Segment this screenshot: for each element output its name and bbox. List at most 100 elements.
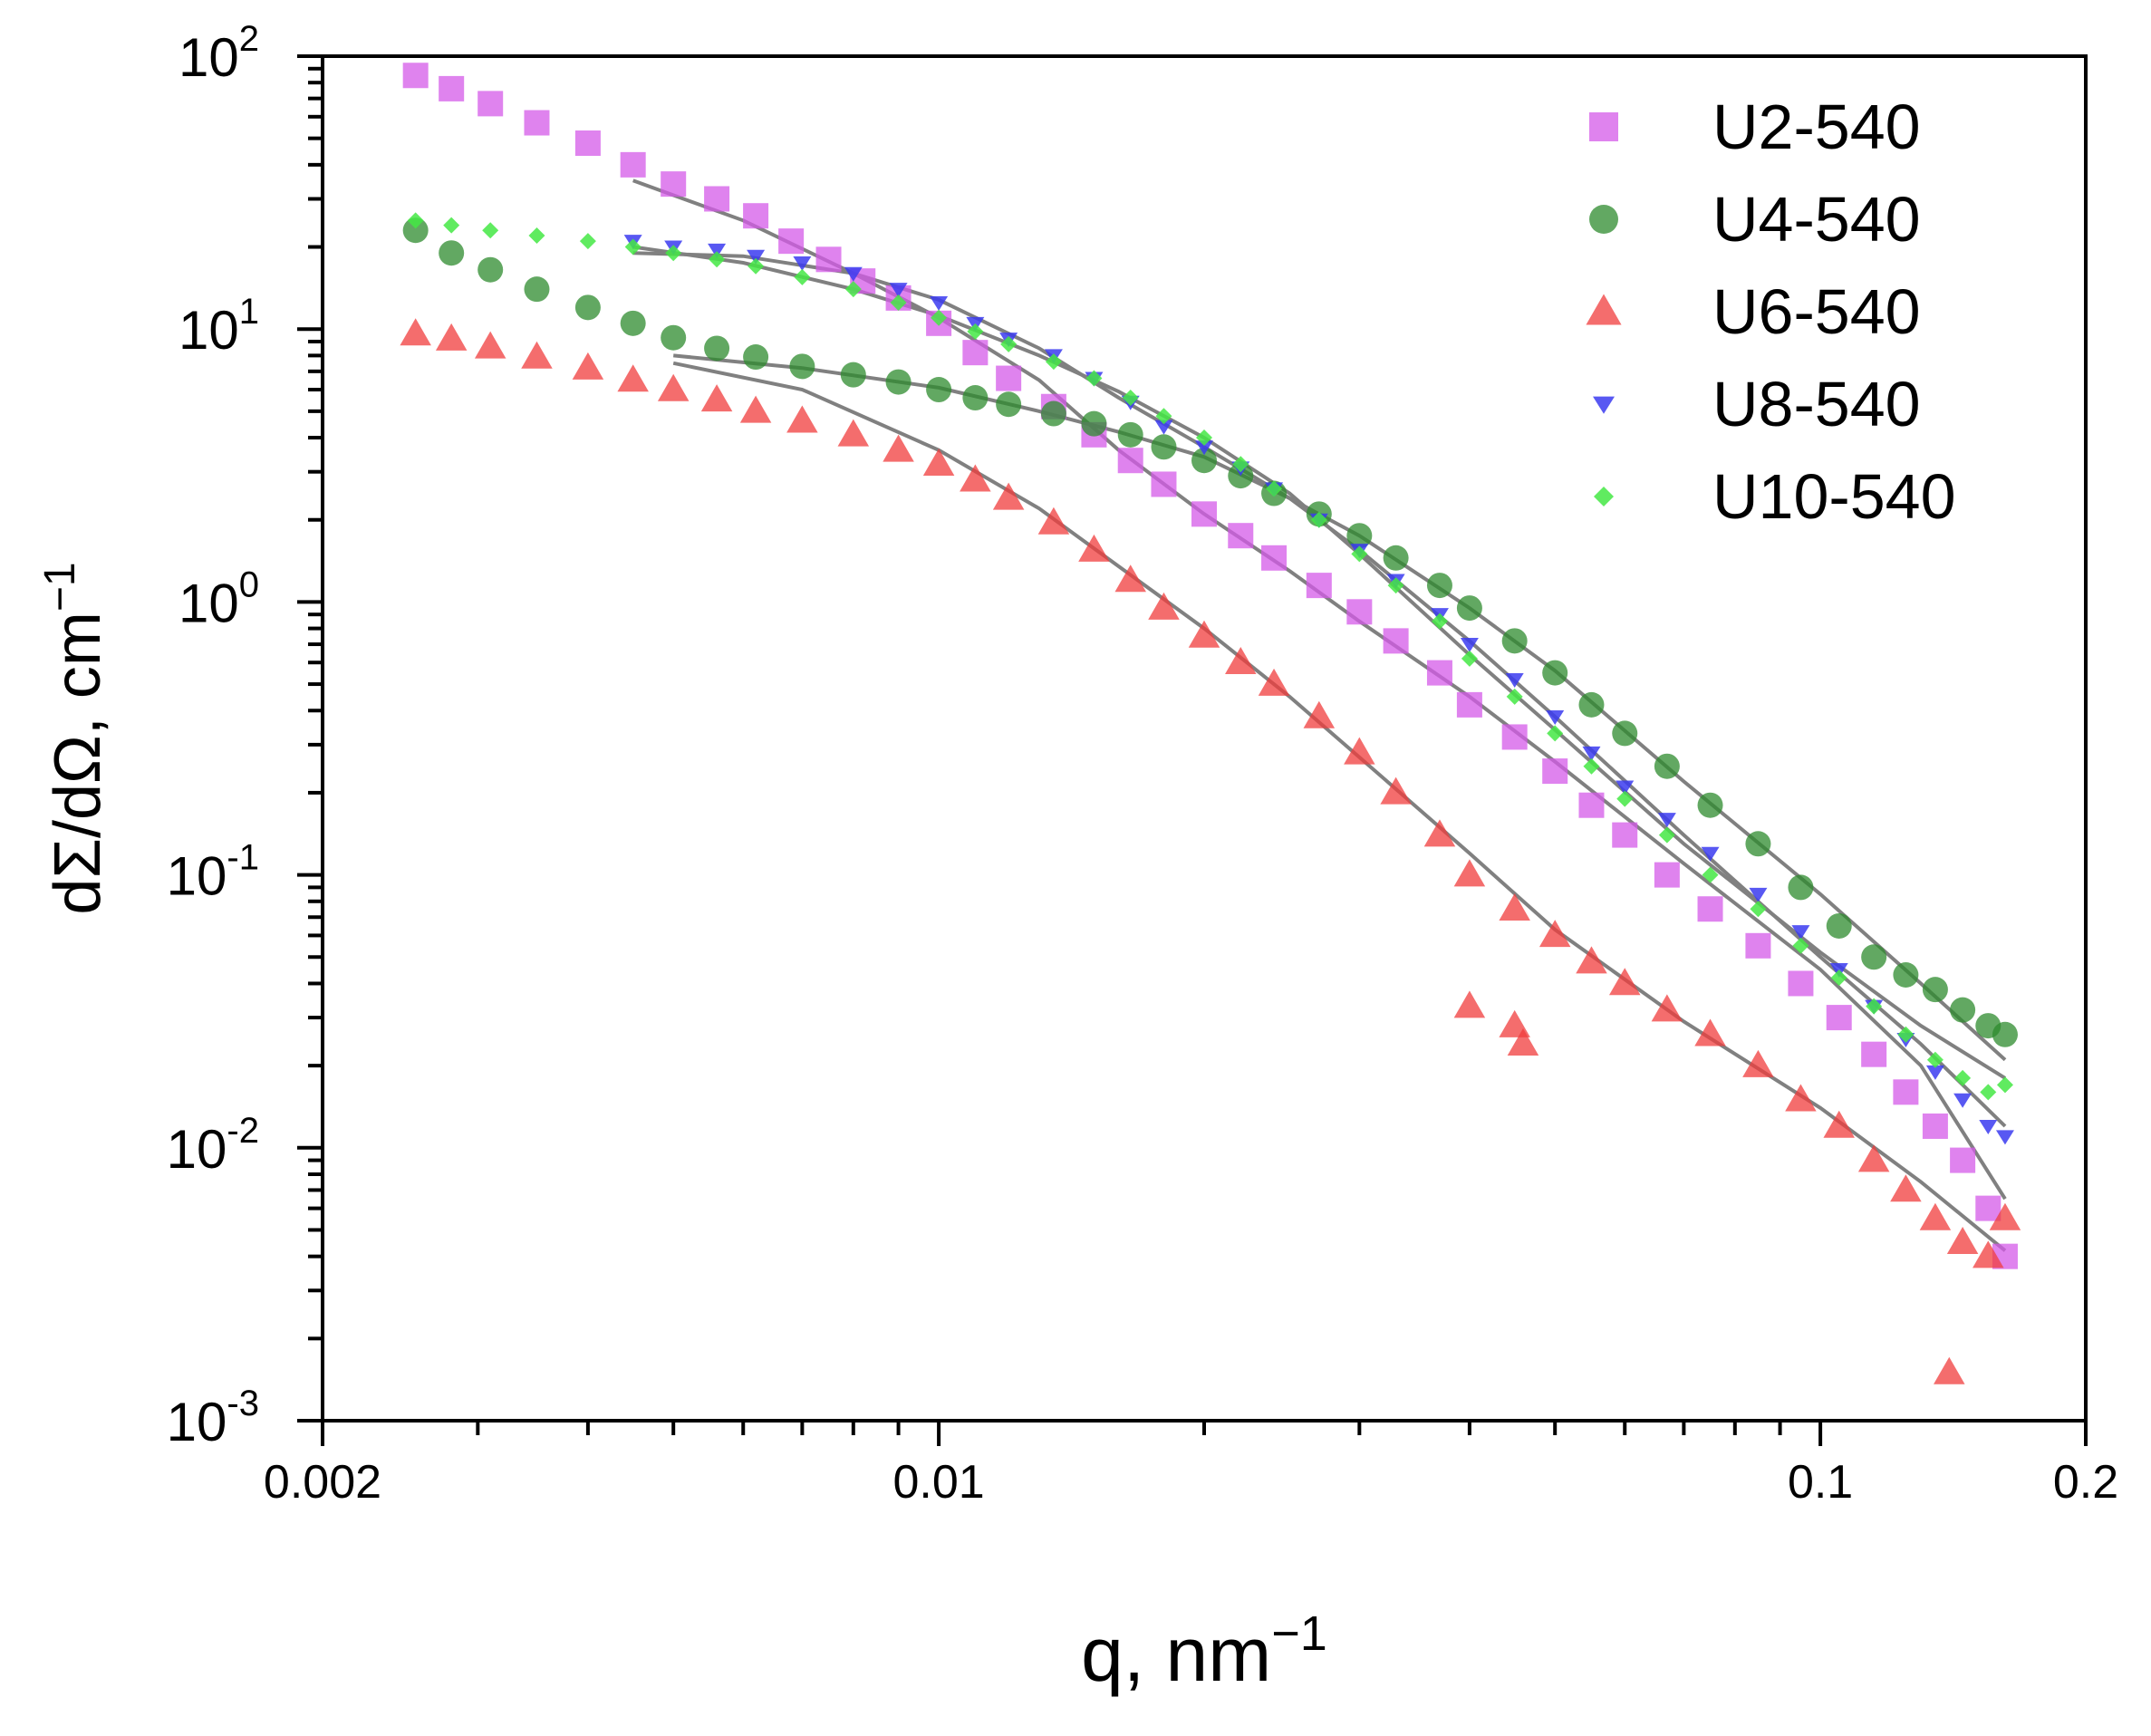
y-tick-exponent: -3 (227, 1384, 259, 1423)
data-point (815, 246, 842, 273)
legend-label: U10-540 (1712, 461, 1956, 532)
data-point (786, 405, 818, 433)
data-point (1654, 753, 1680, 779)
x-tick-label: 0.1 (1788, 1456, 1853, 1509)
data-point (1616, 790, 1634, 807)
data-point (1506, 688, 1523, 705)
data-point (1538, 920, 1571, 948)
x-tick-label: 0.002 (264, 1456, 381, 1509)
data-point (1306, 573, 1332, 599)
data-point (400, 318, 431, 346)
data-point (1151, 471, 1177, 497)
y-tick-exponent: 1 (239, 292, 259, 332)
data-point (794, 268, 811, 285)
data-point (439, 75, 465, 101)
data-point (1195, 440, 1213, 456)
data-point (482, 222, 499, 239)
data-point (1745, 932, 1771, 959)
data-point (844, 266, 863, 282)
data-point (1788, 970, 1814, 997)
data-point (996, 391, 1022, 418)
data-point (1742, 1049, 1774, 1077)
data-point (1191, 501, 1217, 527)
data-point (528, 227, 545, 245)
data-point (1657, 813, 1676, 828)
legend-item-u8-540: U8-540 (1593, 369, 1921, 439)
data-point (1040, 400, 1066, 427)
data-point (1456, 595, 1482, 622)
data-point (1228, 523, 1254, 549)
x-tick-label: 0.01 (892, 1456, 984, 1509)
data-point (1893, 961, 1919, 988)
legend-label: U2-540 (1712, 92, 1921, 162)
data-markers (400, 63, 2021, 1384)
data-point (1188, 620, 1220, 648)
legend-marker (1594, 487, 1614, 506)
data-point (572, 352, 604, 380)
data-point (885, 369, 912, 395)
data-point (1926, 1051, 1944, 1068)
legend-marker (1589, 205, 1618, 234)
data-point (1155, 408, 1172, 425)
data-point (1857, 1144, 1890, 1172)
data-point (840, 362, 866, 388)
data-point (704, 186, 730, 212)
data-point (661, 171, 687, 198)
data-point (1979, 1119, 1998, 1134)
data-point (1749, 887, 1768, 902)
data-point (620, 310, 646, 336)
data-point (1995, 1130, 2014, 1145)
y-tick-label: 10-2 (167, 1111, 259, 1180)
data-point (474, 331, 506, 359)
data-point (1792, 937, 1809, 954)
data-point (926, 377, 952, 403)
data-point (1925, 1065, 1944, 1080)
data-point (1117, 448, 1143, 474)
data-point (1701, 846, 1720, 862)
y-tick-label: 102 (178, 19, 259, 88)
data-point (665, 245, 682, 262)
y-axis-title: dΣ/dΩ, cm−1 (36, 562, 114, 914)
data-point (889, 283, 908, 298)
series-u6-540 (400, 318, 2021, 1384)
legend-marker (1593, 396, 1615, 414)
data-point (747, 249, 766, 265)
data-point (1460, 638, 1479, 653)
data-point (1953, 1093, 1973, 1108)
data-point (1045, 353, 1062, 371)
data-point (1000, 335, 1018, 352)
data-point (1501, 724, 1528, 750)
data-point (962, 385, 989, 411)
y-tick-base: 10 (178, 300, 239, 361)
data-point (477, 91, 504, 117)
data-point (1344, 737, 1375, 765)
data-point (1225, 646, 1257, 674)
x-axis-title: q, nm−1 (1081, 1606, 1327, 1697)
data-point (624, 238, 641, 256)
y-tick-base: 10 (167, 846, 227, 907)
data-point (1578, 691, 1605, 718)
y-tick-label: 10-1 (167, 838, 259, 907)
data-point (1890, 1174, 1922, 1202)
axis-ticks (297, 54, 2088, 1446)
data-point (477, 256, 504, 283)
y-tick-base: 10 (178, 27, 239, 88)
data-point (407, 212, 424, 229)
legend-marker (1589, 112, 1618, 141)
data-point (960, 464, 991, 492)
data-point (1791, 925, 1810, 940)
data-point (657, 373, 690, 401)
data-point (793, 256, 812, 271)
y-tick-label: 10-3 (167, 1384, 259, 1452)
data-point (1191, 448, 1217, 474)
data-point (743, 203, 769, 229)
data-point (1658, 826, 1675, 844)
data-point (1426, 660, 1452, 686)
data-point (1946, 1227, 1979, 1255)
data-point (1196, 429, 1212, 447)
data-point (748, 257, 765, 275)
y-tick-base: 10 (167, 1392, 227, 1452)
data-point (1996, 1076, 2013, 1094)
